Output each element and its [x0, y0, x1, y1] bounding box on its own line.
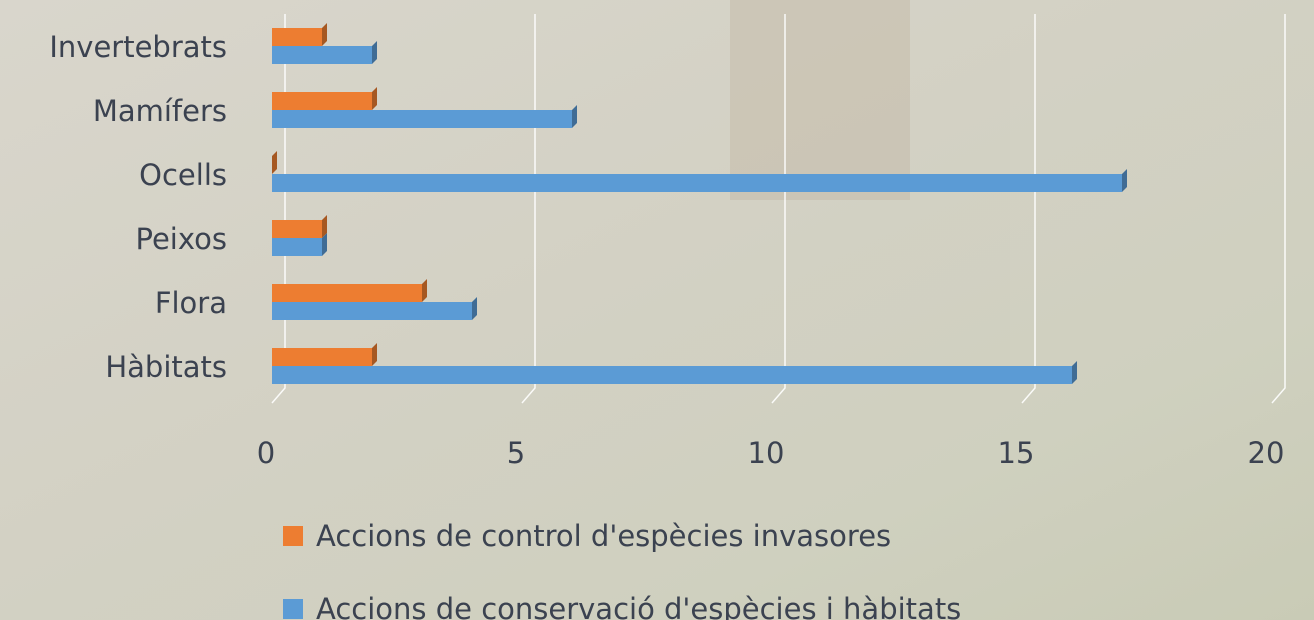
page: 0 5 10 15 20 Invertebrats Mamífers Ocells Peixos… — [0, 0, 1314, 620]
bar — [272, 174, 1122, 192]
bar — [272, 366, 1072, 384]
x-tick-label: 10 — [748, 436, 785, 470]
chart: 0 5 10 15 20 Invertebrats Mamífers Ocells Peixos… — [0, 0, 1314, 620]
bar — [272, 302, 472, 320]
bar — [272, 110, 572, 128]
y-tick-label: Peixos — [136, 222, 227, 256]
bar — [272, 46, 372, 64]
bar — [272, 28, 322, 46]
legend-label: Accions de control d'espècies invasores — [316, 519, 891, 553]
bar — [272, 348, 372, 366]
y-tick-label: Hàbitats — [105, 350, 227, 384]
x-tick-label: 0 — [257, 436, 275, 470]
legend-swatch — [283, 599, 303, 619]
x-tick-label: 20 — [1248, 436, 1285, 470]
bar — [272, 284, 422, 302]
legend-label: Accions de conservació d'espècies i hàbi… — [316, 592, 961, 620]
x-tick-label: 5 — [507, 436, 525, 470]
bar — [272, 92, 372, 110]
bar — [272, 238, 322, 256]
y-tick-label: Invertebrats — [49, 30, 227, 64]
y-tick-label: Flora — [155, 286, 227, 320]
background-tree — [730, 0, 910, 200]
legend-swatch — [283, 526, 303, 546]
x-tick-label: 15 — [998, 436, 1035, 470]
bar — [272, 220, 322, 238]
y-tick-label: Mamífers — [93, 94, 227, 128]
y-tick-label: Ocells — [139, 158, 227, 192]
